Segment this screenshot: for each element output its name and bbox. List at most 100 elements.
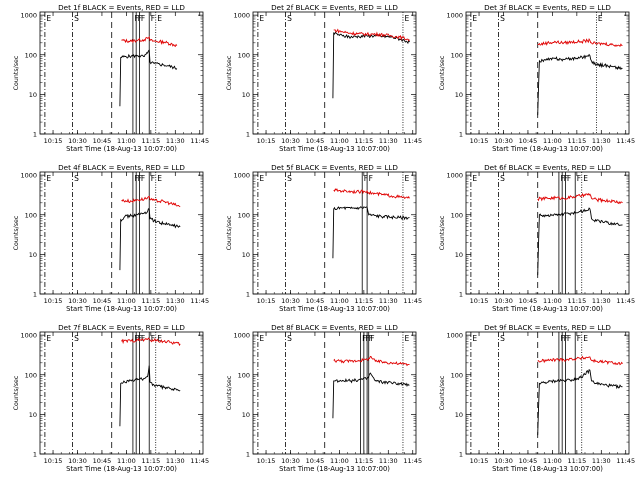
y-tick-label: 10 <box>29 411 37 419</box>
x-tick-label: 10:45 <box>519 297 538 305</box>
series-events-line <box>119 49 178 107</box>
marker-label-e: E <box>583 334 588 343</box>
panel-title: Det 2f BLACK = Events, RED = LLD <box>271 3 398 12</box>
y-tick-label: 10 <box>29 251 37 259</box>
x-tick-label: 11:15 <box>141 297 160 305</box>
series-lld-line <box>333 188 410 200</box>
marker-label-f: F <box>134 14 138 23</box>
x-tick-label: 10:45 <box>306 457 325 465</box>
x-tick-label: 11:45 <box>616 137 635 145</box>
y-tick-label: 1000 <box>233 12 250 20</box>
x-tick-label: 11:30 <box>592 457 611 465</box>
marker-label-e: E <box>259 174 264 183</box>
series-lld-line <box>537 192 623 205</box>
plot-frame <box>39 331 204 455</box>
marker-label-f: F <box>369 334 373 343</box>
x-tick-label: 10:30 <box>494 297 513 305</box>
plot-frame <box>252 331 417 455</box>
marker-label-f: F <box>567 334 571 343</box>
plot-frame <box>465 171 630 295</box>
y-tick-label: 1000 <box>233 172 250 180</box>
panel-det-3: Det 3f BLACK = Events, RED = LLD 1 10 100 10… <box>439 3 635 153</box>
x-tick-label: 11:15 <box>354 297 373 305</box>
series-lld-line <box>333 28 410 42</box>
x-tick-label: 11:00 <box>330 297 349 305</box>
marker-label-f: F <box>134 174 138 183</box>
y-tick-label: 1 <box>459 131 463 139</box>
plot-frame <box>252 11 417 135</box>
x-tick-label: 11:45 <box>403 457 422 465</box>
marker-label-e: E <box>472 334 477 343</box>
x-axis-label: Start Time (18-Aug-13 10:07:00) <box>279 465 390 473</box>
x-tick-label: 10:45 <box>93 457 112 465</box>
marker-label-e: E <box>259 334 264 343</box>
x-tick-label: 10:15 <box>44 297 63 305</box>
y-tick-label: 100 <box>25 51 37 59</box>
y-axis-label: Counts/sec <box>226 375 233 410</box>
plot-frame <box>465 11 630 135</box>
marker-label-s: S <box>74 334 79 343</box>
x-tick-label: 11:30 <box>166 297 185 305</box>
x-tick-label: 11:15 <box>354 137 373 145</box>
x-tick-label: 11:00 <box>330 137 349 145</box>
marker-label-s: S <box>500 334 505 343</box>
marker-label-e: E <box>157 174 162 183</box>
x-tick-label: 11:00 <box>117 297 136 305</box>
x-tick-label: 11:00 <box>117 457 136 465</box>
y-tick-label: 1 <box>246 291 250 299</box>
marker-label-f: F <box>567 174 571 183</box>
x-tick-label: 11:15 <box>141 457 160 465</box>
y-tick-label: 1 <box>33 291 37 299</box>
x-axis-label: Start Time (18-Aug-13 10:07:00) <box>66 305 177 313</box>
panel-title: Det 4f BLACK = Events, RED = LLD <box>58 163 185 172</box>
x-tick-label: 10:15 <box>470 137 489 145</box>
marker-label-e: E <box>598 14 603 23</box>
x-tick-label: 11:15 <box>567 297 586 305</box>
y-tick-label: 1 <box>459 451 463 459</box>
marker-label-e: E <box>472 14 477 23</box>
y-axis-label: Counts/sec <box>13 375 20 410</box>
x-tick-label: 10:15 <box>470 297 489 305</box>
y-tick-label: 100 <box>451 371 463 379</box>
series-events-line <box>119 208 181 271</box>
y-axis-label: Counts/sec <box>226 215 233 250</box>
x-axis-label: Start Time (18-Aug-13 10:07:00) <box>279 305 390 313</box>
series-events-line <box>119 365 181 427</box>
marker-label-e: E <box>46 174 51 183</box>
plot-frame <box>39 171 204 295</box>
x-tick-label: 10:45 <box>306 137 325 145</box>
marker-label-e: E <box>404 14 409 23</box>
y-axis-label: Counts/sec <box>439 215 446 250</box>
x-tick-label: 10:30 <box>281 297 300 305</box>
y-tick-label: 10 <box>455 91 463 99</box>
x-tick-label: 11:00 <box>543 137 562 145</box>
series-events-line <box>537 53 623 116</box>
y-tick-label: 100 <box>451 211 463 219</box>
y-tick-label: 10 <box>242 411 250 419</box>
marker-label-e: E <box>46 334 51 343</box>
marker-label-f: F <box>364 174 368 183</box>
x-tick-label: 11:45 <box>403 137 422 145</box>
marker-label-f: F <box>362 334 366 343</box>
series-events-line <box>332 206 410 259</box>
x-tick-label: 10:15 <box>470 457 489 465</box>
x-tick-label: 11:30 <box>379 297 398 305</box>
y-tick-label: 1000 <box>20 332 37 340</box>
x-tick-label: 11:30 <box>592 297 611 305</box>
marker-label-e: E <box>404 334 409 343</box>
marker-label-f: F <box>564 174 568 183</box>
marker-label-f: F <box>365 334 369 343</box>
marker-label-f: F <box>577 174 581 183</box>
marker-label-f: F <box>370 334 374 343</box>
x-tick-label: 11:00 <box>117 137 136 145</box>
x-axis-label: Start Time (18-Aug-13 10:07:00) <box>66 145 177 153</box>
marker-label-f: F <box>138 174 142 183</box>
panel-title: Det 7f BLACK = Events, RED = LLD <box>58 323 185 332</box>
x-tick-label: 11:45 <box>190 137 209 145</box>
x-tick-label: 10:30 <box>68 457 87 465</box>
y-tick-label: 1000 <box>446 332 463 340</box>
y-tick-label: 1 <box>246 451 250 459</box>
x-tick-label: 11:45 <box>616 457 635 465</box>
series-events-line <box>332 372 410 419</box>
